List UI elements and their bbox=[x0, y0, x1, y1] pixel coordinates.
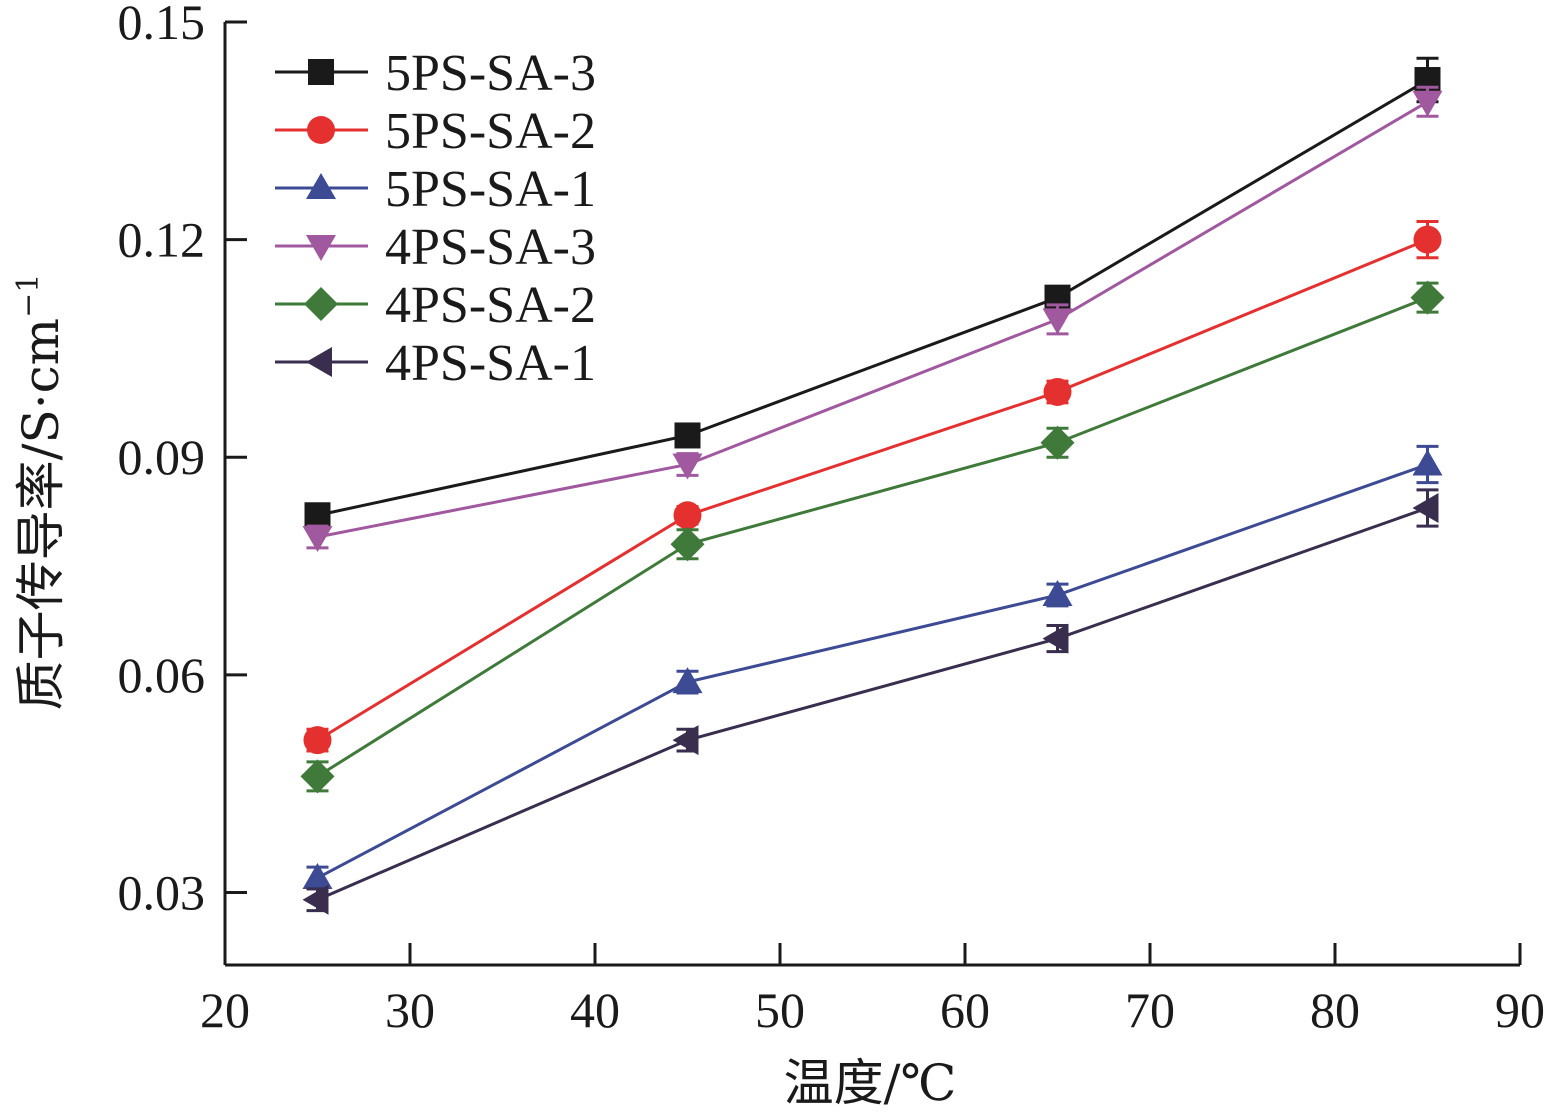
legend-marker bbox=[306, 173, 336, 199]
y-axis-title-main: 质子传导率/S·cm bbox=[12, 318, 70, 710]
data-point bbox=[303, 726, 332, 755]
data-point bbox=[1042, 623, 1069, 654]
series-line bbox=[317, 100, 1429, 539]
x-tick-label: 90 bbox=[1495, 982, 1545, 1038]
data-point bbox=[302, 862, 333, 889]
data-point bbox=[670, 527, 705, 562]
data-point bbox=[673, 501, 702, 530]
legend-label: 5PS-SA-2 bbox=[385, 103, 596, 160]
y-axis-title-sup: −1 bbox=[11, 274, 46, 318]
data-point bbox=[1412, 449, 1443, 476]
legend: 5PS-SA-35PS-SA-25PS-SA-14PS-SA-34PS-SA-2… bbox=[275, 45, 596, 392]
data-point bbox=[1412, 493, 1439, 524]
data-point bbox=[300, 759, 335, 794]
legend-marker bbox=[306, 347, 332, 377]
data-point bbox=[304, 502, 331, 529]
data-point bbox=[672, 667, 703, 694]
data-point bbox=[1043, 377, 1072, 406]
legend-label: 5PS-SA-3 bbox=[385, 45, 596, 102]
legend-item: 4PS-SA-1 bbox=[275, 335, 596, 392]
x-tick-label: 70 bbox=[1125, 982, 1175, 1038]
series-line bbox=[316, 296, 1429, 778]
data-point bbox=[672, 453, 703, 480]
y-tick-label: 0.15 bbox=[118, 0, 206, 50]
x-tick-label: 50 bbox=[755, 982, 805, 1038]
legend-label: 4PS-SA-3 bbox=[385, 219, 596, 276]
series-group bbox=[303, 219, 1442, 755]
y-tick-label: 0.09 bbox=[118, 429, 206, 485]
data-point bbox=[1042, 308, 1073, 335]
legend-item: 5PS-SA-3 bbox=[275, 45, 596, 102]
x-tick-label: 80 bbox=[1310, 982, 1360, 1038]
legend-marker bbox=[304, 287, 338, 321]
x-tick-label: 40 bbox=[570, 982, 620, 1038]
legend-item: 4PS-SA-3 bbox=[275, 219, 596, 276]
series-layer bbox=[300, 56, 1445, 915]
series-line bbox=[316, 506, 1428, 902]
data-point bbox=[674, 422, 701, 449]
y-tick-label: 0.03 bbox=[118, 864, 206, 920]
series-group bbox=[302, 444, 1443, 891]
legend-label: 4PS-SA-1 bbox=[385, 335, 596, 392]
y-tick-label: 0.12 bbox=[118, 212, 206, 268]
data-point bbox=[302, 884, 329, 915]
legend-item: 5PS-SA-2 bbox=[275, 103, 596, 160]
x-tick-label: 20 bbox=[200, 982, 250, 1038]
x-tick-label: 30 bbox=[385, 982, 435, 1038]
x-axis-title: 温度/℃ bbox=[784, 1054, 957, 1112]
axes: 20 30 40 50 60 70 80 90 0.03 0.06 0.09 0.12 0.15 bbox=[118, 0, 1546, 1038]
data-point bbox=[1410, 280, 1445, 315]
data-point bbox=[672, 725, 699, 756]
data-point bbox=[302, 526, 333, 553]
series-line bbox=[316, 238, 1429, 742]
legend-label: 4PS-SA-2 bbox=[385, 277, 596, 334]
legend-label: 5PS-SA-1 bbox=[385, 161, 596, 218]
series-group bbox=[302, 85, 1443, 553]
legend-item: 4PS-SA-2 bbox=[275, 277, 596, 334]
data-point bbox=[1412, 90, 1443, 117]
legend-marker bbox=[307, 116, 335, 144]
y-axis-title: 质子传导率/S·cm−1 bbox=[11, 274, 70, 711]
series-group bbox=[300, 280, 1445, 794]
legend-item: 5PS-SA-1 bbox=[275, 161, 596, 218]
series-group bbox=[302, 488, 1439, 915]
x-tick-label: 60 bbox=[940, 982, 990, 1038]
data-point bbox=[1040, 425, 1075, 460]
data-point bbox=[1042, 580, 1073, 607]
series-line bbox=[316, 463, 1428, 880]
y-tick-label: 0.06 bbox=[118, 647, 206, 703]
series-line bbox=[317, 78, 1429, 517]
legend-marker bbox=[308, 59, 334, 85]
legend-marker bbox=[306, 235, 336, 261]
data-point bbox=[1413, 225, 1442, 254]
